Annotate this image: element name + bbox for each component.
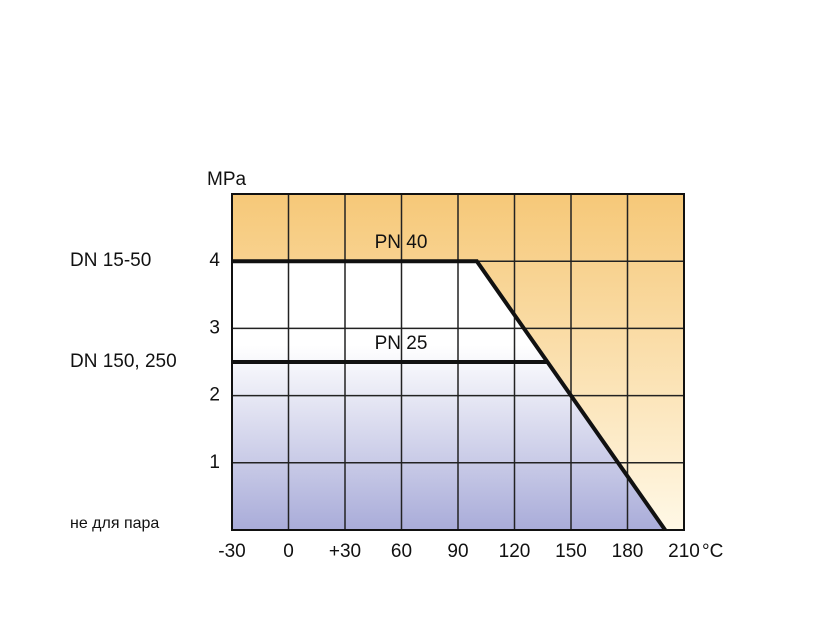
x-axis-unit: °C xyxy=(702,541,723,562)
y-tick-label: 4 xyxy=(209,250,220,271)
y-tick-label: 1 xyxy=(209,452,220,473)
annotation: DN 150, 250 xyxy=(70,351,177,372)
x-tick-label: 0 xyxy=(283,541,294,562)
x-tick-label: 210 xyxy=(668,541,700,562)
y-axis-label: MPa xyxy=(207,169,247,190)
annotation: не для пара xyxy=(70,515,159,532)
x-tick-label: 120 xyxy=(499,541,531,562)
limit-line xyxy=(232,259,667,532)
y-tick-label: 3 xyxy=(209,317,220,338)
series-label: PN 25 xyxy=(375,333,428,354)
x-tick-label: 180 xyxy=(612,541,644,562)
x-tick-label: 150 xyxy=(555,541,587,562)
x-tick-label: 60 xyxy=(391,541,412,562)
x-tick-label: -30 xyxy=(218,541,245,562)
x-tick-label: +30 xyxy=(329,541,361,562)
series-label: PN 40 xyxy=(375,232,428,253)
x-tick-label: 90 xyxy=(447,541,468,562)
y-tick-label: 2 xyxy=(209,385,220,406)
annotation: DN 15-50 xyxy=(70,250,151,271)
